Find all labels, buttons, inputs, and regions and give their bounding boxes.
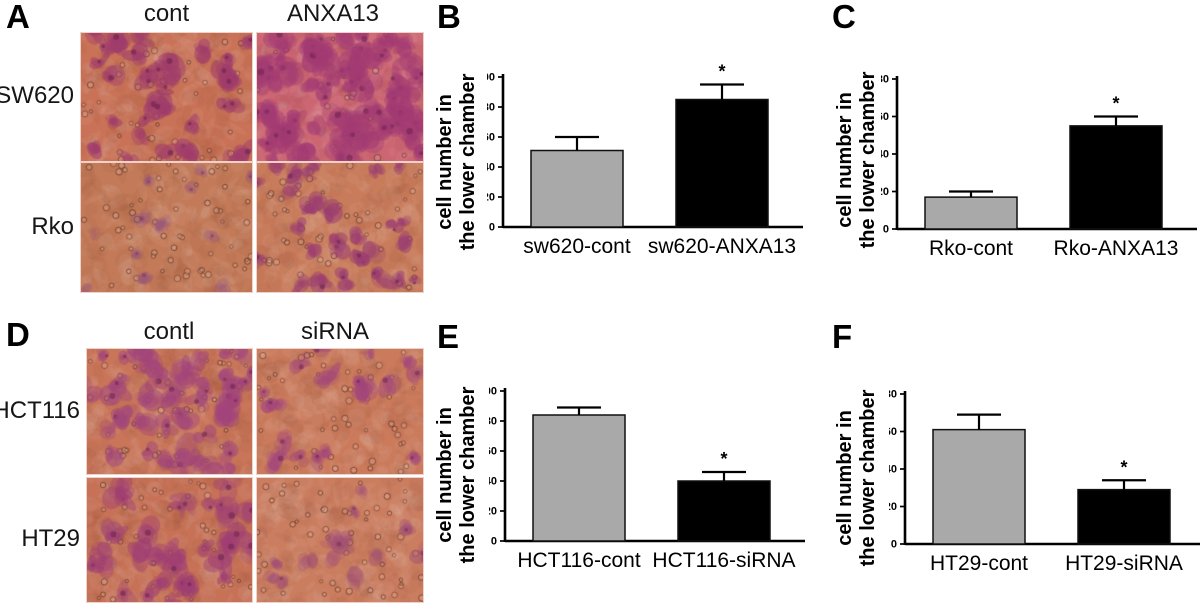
significance-star: * — [720, 449, 727, 469]
panel-letter-D: D — [6, 316, 30, 353]
y-tick-label: 100 — [487, 72, 495, 84]
micro-image-rko-anxa13 — [256, 162, 424, 293]
bar-HT29-cont — [932, 428, 1026, 545]
bar-HCT116-siRNA — [677, 480, 771, 542]
y-tick-label: 20 — [889, 501, 897, 513]
y-tick-label: 40 — [487, 162, 495, 174]
bar-HCT116-cont — [532, 414, 626, 542]
chart-svg: 0 20 40 60 80 100 sw620-cont * sw620-ANXA13 — [477, 62, 803, 258]
y-axis-label: cell number in the lower chamber — [834, 50, 880, 270]
y-tick-label: 60 — [487, 132, 495, 144]
panel-letter-E: E — [437, 318, 460, 355]
x-tick-label: sw620-cont — [523, 235, 631, 258]
y-axis-label-line1: cell number in — [834, 410, 856, 546]
y-tick-label: 80 — [889, 389, 897, 401]
panel-letter-C: C — [832, 0, 856, 35]
micro-image-hct116-cont — [86, 348, 253, 475]
bar-chart-F: 0 20 40 60 80 HT29-cont * HT29-siRNA — [885, 379, 1200, 599]
y-tick-label: 0 — [491, 536, 497, 548]
column-label-contl: contl — [143, 318, 195, 345]
y-tick-label: 0 — [891, 539, 897, 551]
y-axis-label: cell number in the lower chamber — [434, 365, 480, 585]
y-axis-label-line2: the lower chamber — [857, 389, 879, 567]
panel-C: C cell number in the lower chamber 0 20 40… — [820, 0, 1200, 300]
panel-letter-F: F — [832, 318, 853, 355]
micro-image-hct116-sirna — [256, 348, 424, 475]
micro-image-sw620-anxa13 — [256, 32, 424, 162]
y-tick-label: 80 — [487, 102, 495, 114]
y-tick-label: 40 — [489, 476, 497, 488]
y-tick-label: 20 — [487, 192, 495, 204]
significance-star: * — [1112, 94, 1119, 114]
chart-svg: 0 20 40 60 80 Rko-cont * Rko-ANXA13 — [877, 74, 1197, 260]
micro-image-ht29-cont — [86, 477, 253, 603]
panel-E: E cell number in the lower chamber 0 20 40… — [430, 310, 820, 607]
panel-D: D contl siRNA HCT116 HT29 — [0, 310, 430, 607]
x-tick-label: HT29-cont — [930, 552, 1028, 575]
panel-letter-B: B — [437, 0, 461, 35]
y-axis-label-line1: cell number in — [434, 94, 456, 230]
y-axis-label-line1: cell number in — [434, 407, 456, 543]
panel-F: F cell number in the lower chamber 0 20 40… — [820, 310, 1200, 607]
micro-image-sw620-cont — [80, 32, 253, 162]
x-tick-label: HCT116-cont — [517, 549, 640, 572]
column-label-cont: cont — [143, 0, 190, 27]
y-axis-label-line1: cell number in — [834, 92, 856, 228]
y-tick-label: 40 — [881, 149, 889, 161]
y-tick-label: 100 — [489, 386, 497, 398]
y-axis-label: cell number in the lower chamber — [834, 368, 880, 588]
y-tick-label: 80 — [489, 416, 497, 428]
bar-chart-B: 0 20 40 60 80 100 sw620-cont * sw620-ANXA13 — [477, 62, 817, 282]
bar-chart-C: 0 20 40 60 80 Rko-cont * Rko-ANXA13 — [877, 64, 1200, 284]
column-label-anxa13: ANXA13 — [286, 0, 380, 27]
y-tick-label: 0 — [883, 224, 889, 236]
x-tick-label: HCT116-siRNA — [652, 549, 795, 572]
bar-HT29-siRNA — [1077, 488, 1171, 545]
row-label-ht29: HT29 — [21, 525, 80, 552]
significance-star: * — [1120, 457, 1127, 477]
y-tick-label: 0 — [489, 222, 495, 234]
y-tick-label: 60 — [881, 111, 889, 123]
row-label-hct116: HCT116 — [0, 396, 80, 424]
y-tick-label: 20 — [881, 186, 889, 198]
column-label-sirna: siRNA — [300, 318, 369, 345]
y-tick-label: 60 — [489, 446, 497, 458]
x-tick-label: HT29-siRNA — [1065, 552, 1183, 575]
x-tick-label: Rko-ANXA13 — [1054, 237, 1179, 260]
y-tick-label: 80 — [881, 74, 889, 86]
bar-Rko-ANXA13 — [1069, 125, 1163, 230]
bar-Rko-cont — [924, 196, 1018, 230]
bar-sw620-ANXA13 — [675, 98, 769, 228]
x-tick-label: Rko-cont — [929, 237, 1013, 260]
y-tick-label: 20 — [489, 506, 497, 518]
significance-star: * — [718, 62, 725, 82]
y-axis-label-line2: the lower chamber — [857, 71, 879, 249]
micro-image-ht29-sirna — [256, 477, 424, 603]
chart-svg: 0 20 40 60 80 100 HCT116-cont * HCT116-siRNA — [479, 386, 805, 572]
y-axis-label: cell number in the lower chamber — [434, 52, 480, 272]
micro-image-rko-cont — [80, 162, 253, 293]
panel-B: B cell number in the lower chamber 0 20 40… — [430, 0, 820, 300]
y-axis-label-line2: the lower chamber — [457, 73, 479, 251]
panel-letter-A: A — [6, 0, 30, 35]
y-axis-label-line2: the lower chamber — [457, 386, 479, 564]
bar-chart-E: 0 20 40 60 80 100 HCT116-cont * HCT116-siRNA — [479, 376, 819, 596]
y-tick-label: 60 — [889, 426, 897, 438]
x-tick-label: sw620-ANXA13 — [648, 235, 796, 258]
chart-svg: 0 20 40 60 80 HT29-cont * HT29-siRNA — [885, 389, 1200, 575]
y-tick-label: 40 — [889, 464, 897, 476]
panel-A: A cont ANXA13 SW620 Rko — [0, 0, 430, 300]
row-label-sw620: SW620 — [0, 82, 74, 109]
bar-sw620-cont — [530, 149, 624, 228]
row-label-rko: Rko — [31, 212, 74, 240]
